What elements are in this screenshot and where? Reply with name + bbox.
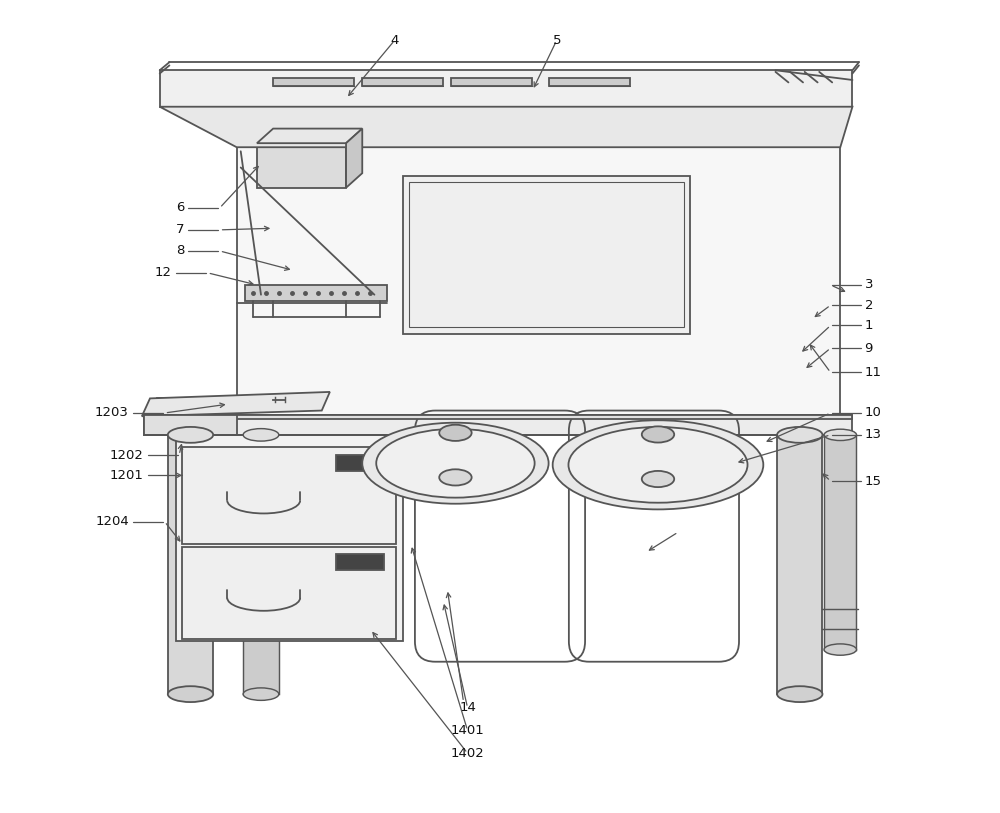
Text: 15: 15 bbox=[865, 475, 882, 488]
Text: 3: 3 bbox=[865, 279, 873, 292]
Bar bbox=[273, 78, 354, 86]
Text: 1201: 1201 bbox=[110, 469, 144, 482]
Ellipse shape bbox=[553, 420, 763, 510]
Ellipse shape bbox=[376, 428, 535, 498]
Ellipse shape bbox=[243, 428, 279, 441]
Text: 11: 11 bbox=[865, 366, 882, 379]
Ellipse shape bbox=[568, 427, 748, 502]
Text: 12: 12 bbox=[155, 267, 172, 280]
Bar bbox=[336, 554, 384, 570]
Ellipse shape bbox=[824, 644, 856, 655]
Bar bbox=[182, 447, 396, 544]
Bar bbox=[362, 78, 443, 86]
Bar bbox=[439, 433, 472, 477]
Bar bbox=[168, 435, 213, 694]
Bar bbox=[191, 408, 204, 412]
Polygon shape bbox=[142, 392, 330, 416]
Polygon shape bbox=[144, 415, 237, 435]
Ellipse shape bbox=[168, 686, 213, 702]
Ellipse shape bbox=[362, 423, 549, 504]
Polygon shape bbox=[346, 128, 362, 188]
Ellipse shape bbox=[243, 688, 279, 700]
Bar bbox=[156, 408, 169, 412]
Bar bbox=[249, 402, 267, 412]
Ellipse shape bbox=[168, 427, 213, 443]
Text: 5: 5 bbox=[552, 34, 561, 47]
Bar bbox=[409, 182, 684, 327]
Bar bbox=[549, 78, 630, 86]
Ellipse shape bbox=[439, 469, 472, 485]
Ellipse shape bbox=[777, 686, 822, 702]
Bar bbox=[182, 547, 396, 639]
Ellipse shape bbox=[777, 427, 822, 443]
Polygon shape bbox=[144, 415, 852, 419]
Bar bbox=[176, 435, 403, 641]
Text: 4: 4 bbox=[390, 34, 399, 47]
Bar bbox=[160, 70, 852, 107]
Bar bbox=[824, 435, 856, 650]
Bar bbox=[144, 415, 852, 435]
Text: 6: 6 bbox=[176, 202, 184, 215]
Polygon shape bbox=[257, 128, 362, 143]
Text: 7: 7 bbox=[176, 224, 184, 237]
Bar bbox=[243, 435, 279, 694]
Text: 1203: 1203 bbox=[95, 406, 129, 420]
Text: 14: 14 bbox=[459, 702, 476, 715]
Ellipse shape bbox=[642, 426, 674, 442]
Bar bbox=[156, 402, 169, 406]
Bar bbox=[173, 397, 186, 401]
Text: 1402: 1402 bbox=[451, 747, 484, 760]
Bar bbox=[225, 402, 242, 412]
Bar bbox=[173, 402, 186, 406]
Text: 8: 8 bbox=[176, 245, 184, 258]
Bar bbox=[451, 78, 532, 86]
Ellipse shape bbox=[824, 429, 856, 441]
Bar bbox=[237, 147, 840, 415]
Bar bbox=[156, 397, 169, 401]
Bar bbox=[336, 455, 384, 472]
Text: 2: 2 bbox=[865, 298, 873, 311]
Bar bbox=[173, 408, 186, 412]
Text: 1202: 1202 bbox=[110, 449, 144, 462]
Polygon shape bbox=[160, 107, 852, 147]
Text: 1401: 1401 bbox=[451, 724, 484, 737]
Bar bbox=[257, 143, 346, 188]
Bar bbox=[191, 397, 204, 401]
Bar bbox=[403, 176, 690, 333]
Text: 13: 13 bbox=[865, 428, 882, 441]
Ellipse shape bbox=[439, 424, 472, 441]
Text: 10: 10 bbox=[865, 406, 881, 420]
Text: 9: 9 bbox=[865, 341, 873, 354]
Text: 1: 1 bbox=[865, 319, 873, 332]
Bar bbox=[245, 285, 387, 301]
Bar bbox=[642, 434, 674, 479]
Text: 1204: 1204 bbox=[95, 515, 129, 528]
Bar bbox=[191, 402, 204, 406]
Ellipse shape bbox=[642, 471, 674, 487]
Bar bbox=[777, 435, 822, 694]
